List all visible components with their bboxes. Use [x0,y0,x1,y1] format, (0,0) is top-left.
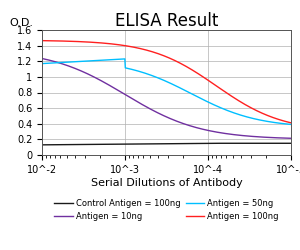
Control Antigen = 100ng [40,143,44,146]
Antigen = 50ng [176,85,179,88]
Antigen = 10ng [283,136,287,140]
Antigen = 10ng [40,57,44,60]
Antigen = 50ng [245,115,248,118]
Control Antigen = 100ng [175,142,178,145]
Antigen = 100ng [244,104,248,106]
Antigen = 100ng [188,67,192,70]
Line: Control Antigen = 100ng: Control Antigen = 100ng [42,143,291,145]
X-axis label: Serial Dilutions of Antibody: Serial Dilutions of Antibody [91,178,242,188]
Antigen = 10ng [244,134,248,138]
Antigen = 100ng [40,39,44,42]
Control Antigen = 100ng [289,142,293,145]
Line: Antigen = 50ng: Antigen = 50ng [42,59,291,124]
Antigen = 50ng [160,78,164,81]
Antigen = 10ng [188,124,192,127]
Antigen = 100ng [175,60,178,63]
Antigen = 100ng [283,120,287,123]
Legend: Control Antigen = 100ng, Antigen = 10ng, Antigen = 50ng, Antigen = 100ng: Control Antigen = 100ng, Antigen = 10ng,… [54,199,279,221]
Line: Antigen = 10ng: Antigen = 10ng [42,58,291,138]
Control Antigen = 100ng [188,142,192,145]
Title: ELISA Result: ELISA Result [115,12,218,30]
Antigen = 50ng [189,92,193,95]
Antigen = 10ng [158,112,162,116]
Antigen = 10ng [289,137,293,140]
Antigen = 100ng [158,53,162,56]
Control Antigen = 100ng [160,142,164,145]
Control Antigen = 100ng [245,142,248,145]
Antigen = 50ng [289,123,293,126]
Antigen = 50ng [159,78,163,80]
Antigen = 100ng [289,121,293,124]
Control Antigen = 100ng [206,142,210,145]
Antigen = 100ng [160,54,164,56]
Antigen = 10ng [160,113,164,116]
Antigen = 50ng [284,122,287,126]
Control Antigen = 100ng [284,142,287,145]
Text: O.D.: O.D. [10,18,34,28]
Antigen = 50ng [123,58,127,60]
Antigen = 50ng [40,62,44,65]
Control Antigen = 100ng [158,142,162,145]
Line: Antigen = 100ng: Antigen = 100ng [42,41,291,123]
Antigen = 10ng [175,120,178,123]
